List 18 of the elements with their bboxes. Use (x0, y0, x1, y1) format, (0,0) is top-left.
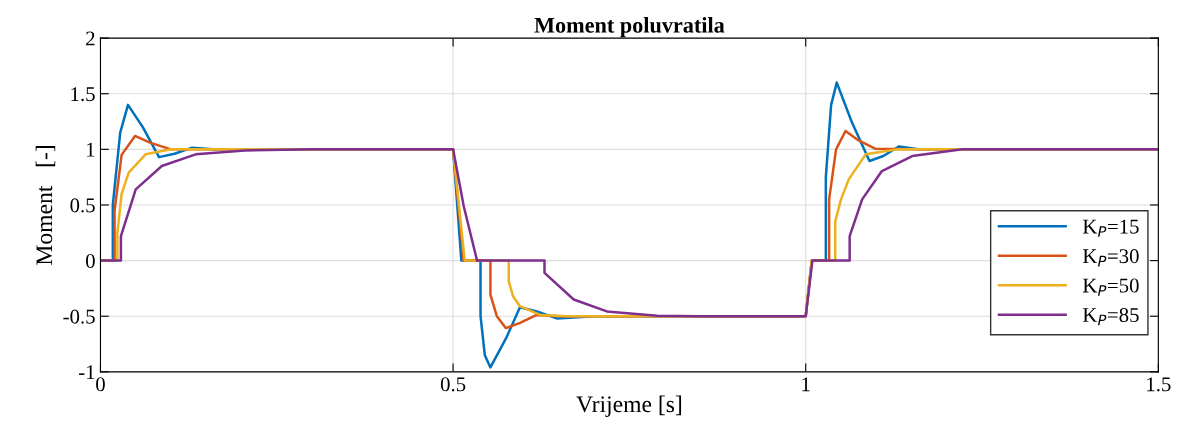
y-tick-label: 1 (87, 142, 95, 157)
y-tick-label: 2 (86, 31, 95, 46)
y-tick-label: 0.5 (70, 198, 95, 213)
y-axis-title: Moment [-] (35, 146, 56, 265)
y-tick-label: -0.5 (63, 309, 95, 324)
x-tick-label: 0.5 (440, 377, 466, 392)
legend-label: K$_{P}$=50 (1082, 278, 1139, 296)
x-axis-title: Vrijeme [s] (576, 395, 682, 418)
y-tick-label: -1 (79, 365, 95, 380)
legend-label: K$_{P}$=15 (1082, 219, 1139, 237)
x-tick-label: 1.5 (1147, 377, 1171, 392)
legend-label: K$_{P}$=85 (1082, 307, 1139, 326)
legend-label: K$_{P}$=30 (1082, 249, 1139, 267)
x-tick-label: 1 (802, 377, 810, 392)
y-tick-label: 1.5 (71, 87, 95, 102)
chart-title: Moment poluvratila (534, 17, 725, 38)
y-tick-label: 0 (85, 253, 95, 269)
x-tick-label: 0 (96, 377, 105, 392)
